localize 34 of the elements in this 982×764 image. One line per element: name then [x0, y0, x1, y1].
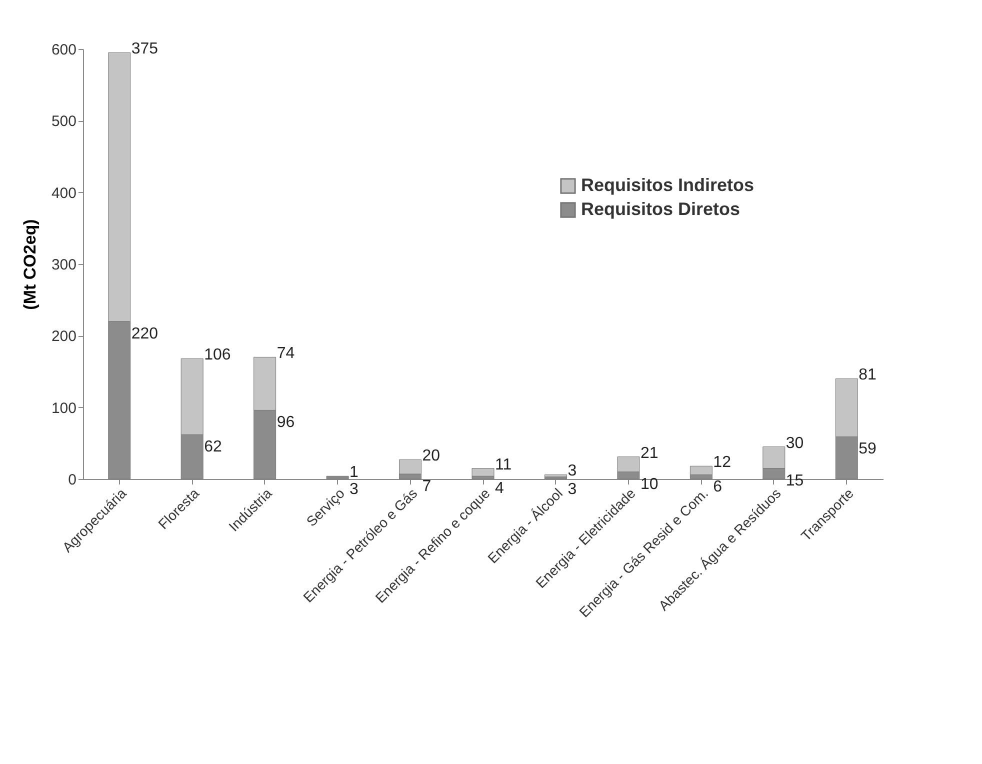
data-label: 106 [204, 346, 231, 364]
data-label: 1 [350, 464, 359, 482]
data-label: 15 [786, 472, 804, 490]
legend-label: Requisitos Diretos [581, 199, 740, 219]
y-tick-label: 0 [68, 472, 76, 488]
data-label: 20 [422, 448, 440, 465]
y-tick-label: 300 [51, 256, 76, 274]
data-label: 375 [131, 40, 158, 58]
y-tick-label: 400 [51, 184, 76, 202]
data-label: 7 [422, 478, 432, 495]
data-label: 11 [495, 456, 512, 474]
data-label: 30 [786, 434, 804, 452]
bar [472, 468, 494, 476]
data-label: 62 [204, 438, 222, 456]
data-label: 96 [276, 414, 295, 432]
y-axis-title: (Mt CO2eq) [20, 219, 40, 310]
data-label: 74 [276, 345, 295, 362]
data-label: 59 [858, 440, 877, 458]
data-label: 3 [350, 480, 359, 498]
data-label: 21 [640, 444, 658, 462]
data-label: 12 [713, 454, 732, 472]
y-tick-label: 200 [51, 328, 76, 346]
bar [544, 474, 567, 478]
data-label: 3 [568, 480, 577, 498]
data-label: 220 [131, 325, 158, 342]
data-label: 3 [568, 462, 577, 480]
y-tick-label: 500 [51, 113, 76, 130]
data-label: 6 [713, 478, 722, 496]
y-tick-label: 600 [51, 42, 76, 58]
legend-label: Requisitos Indiretos [581, 175, 754, 195]
data-label: 10 [640, 476, 658, 493]
data-label: 4 [495, 480, 504, 498]
y-tick-label: 100 [51, 400, 76, 417]
data-label: 81 [858, 366, 877, 384]
